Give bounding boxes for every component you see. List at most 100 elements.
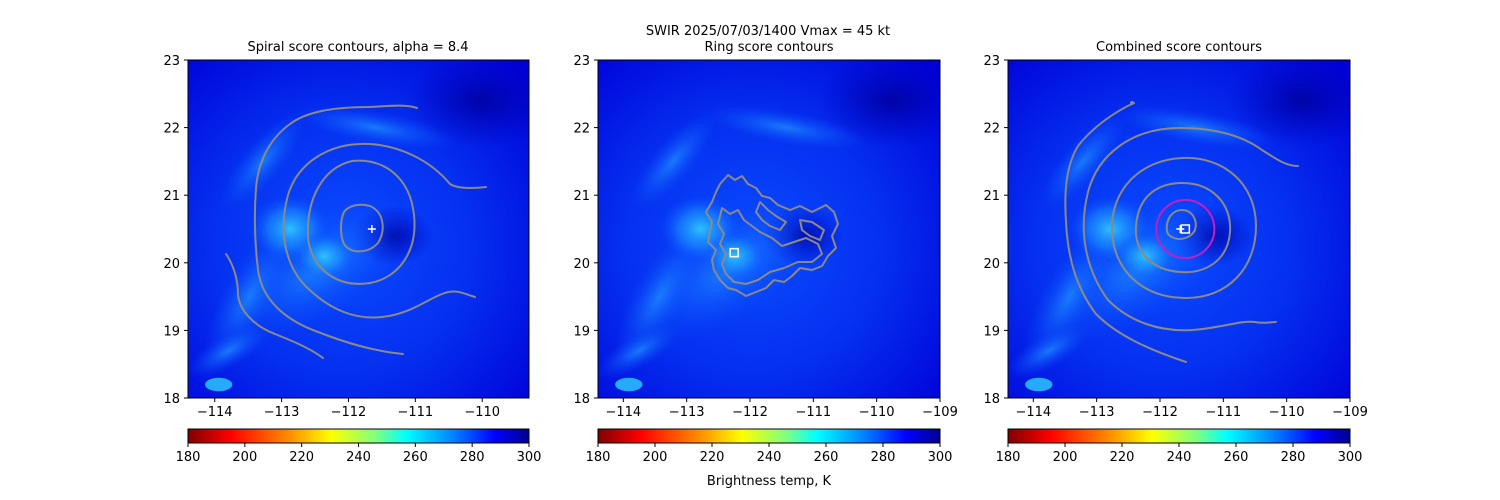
y-tick-label: 21 [163,189,180,204]
contour-line [282,142,487,319]
x-tick-label: −113 [264,405,300,420]
x-axis: −114 −113 −112 −111 −110 [197,398,500,420]
y-axis: 18 19 20 21 22 23 [163,54,188,407]
center-marker [1180,224,1191,234]
x-tick-label: −114 [605,405,641,420]
colorbar-tick-label: 220 [289,450,314,465]
colorbar-tick-label: 240 [757,450,782,465]
contour-line [755,201,787,231]
colorbar-tick-label: 200 [232,450,257,465]
y-tick-label: 18 [983,392,1000,407]
marker-group [1155,199,1216,259]
y-axis: 18 19 20 21 22 23 [573,54,598,407]
axes-frame [187,59,530,399]
panel-title-ring: Ring score contours [704,40,833,55]
colorbar-tick-label: 240 [1167,450,1192,465]
contour-line [306,159,416,285]
marker-group [729,247,739,258]
colorbar-tick-label: 220 [700,450,725,465]
colorbar-tick-label: 240 [346,450,371,465]
colorbar-tick-label: 300 [1338,450,1363,465]
colorbar-tick-label: 180 [586,450,611,465]
y-tick-label: 20 [573,257,590,272]
panel-combined: Combined score contours −114 −113 −112 −111… [983,40,1368,465]
combined-score-contours [1064,101,1299,363]
y-tick-label: 22 [573,122,590,137]
y-tick-label: 18 [573,392,590,407]
colorbar-ticks: 180 200 220 240 260 280 300 [586,443,953,465]
x-tick-label: −114 [1015,405,1051,420]
colorbar-tick-label: 280 [460,450,485,465]
contour-line [225,253,324,359]
colorbar-ticks: 180 200 220 240 260 280 300 [176,443,542,465]
x-tick-label: −113 [669,405,705,420]
contour-line [1064,102,1187,363]
y-tick-label: 20 [163,257,180,272]
ring-score-contours [705,174,839,297]
colorbar-gradient [187,428,530,444]
contour-line [799,219,825,241]
colorbar-tick-label: 200 [1053,450,1078,465]
colorbar-tick-label: 300 [517,450,542,465]
colorbar-tick-label: 200 [643,450,668,465]
contour-line [1110,156,1257,299]
y-axis: 18 19 20 21 22 23 [983,54,1008,407]
colorbar-tick-label: 180 [176,450,201,465]
colorbar-tick-label: 300 [928,450,953,465]
y-tick-label: 21 [573,189,590,204]
colorbar-tick-label: 260 [814,450,839,465]
panel-title-spiral: Spiral score contours, alpha = 8.4 [247,40,468,55]
panel-ring: Ring score contours −114 −113 −112 −111 −110… [573,40,958,489]
panel-title-combined: Combined score contours [1096,40,1262,55]
y-tick-label: 23 [573,54,590,69]
colorbar: 180 200 220 240 260 280 300 [586,428,953,465]
colorbar-tick-label: 280 [871,450,896,465]
axes-frame [597,59,941,399]
contour-line [1130,101,1134,105]
center-marker [729,247,739,258]
contour-line [253,104,418,355]
y-tick-label: 18 [163,392,180,407]
colorbar-tick-label: 280 [1281,450,1306,465]
marker-group [367,225,376,233]
x-tick-label: −111 [397,405,433,420]
colorbar: 180 200 220 240 260 280 300 [176,428,542,465]
x-tick-label: −111 [795,405,831,420]
colorbar-tick-label: 220 [1110,450,1135,465]
colorbar-gradient [1007,428,1351,444]
colorbar-tick-label: 260 [403,450,428,465]
colorbar-tick-label: 260 [1224,450,1249,465]
x-tick-label: −109 [922,405,958,420]
x-tick-label: −114 [197,405,233,420]
colorbar-label: Brightness temp, K [707,474,832,489]
y-tick-label: 22 [163,122,180,137]
y-tick-label: 21 [983,189,1000,204]
x-tick-label: −111 [1205,405,1241,420]
x-tick-label: −110 [859,405,895,420]
fix-radius-ring [1155,199,1216,259]
contour-line [1134,181,1232,274]
y-tick-label: 22 [983,122,1000,137]
y-tick-label: 19 [573,324,590,339]
x-tick-label: −112 [1142,405,1178,420]
x-axis: −114 −113 −112 −111 −110 −109 [1015,398,1368,420]
x-tick-label: −110 [464,405,500,420]
satellite-image [188,60,529,398]
colorbar: 180 200 220 240 260 280 300 [996,428,1363,465]
x-tick-label: −110 [1269,405,1305,420]
contour-line [340,203,384,253]
spiral-score-contours [225,104,487,359]
y-tick-label: 23 [983,54,1000,69]
x-tick-label: −113 [1079,405,1115,420]
y-tick-label: 20 [983,257,1000,272]
x-tick-label: −109 [1332,405,1368,420]
contour-line [705,174,839,297]
y-tick-label: 23 [163,54,180,69]
panel-spiral: Spiral score contours, alpha = 8.4 −114 −… [163,40,542,465]
contour-line [717,207,823,285]
contour-line [1165,209,1197,240]
x-axis: −114 −113 −112 −111 −110 −109 [605,398,958,420]
colorbar-gradient [597,428,941,444]
figure-suptitle: SWIR 2025/07/03/1400 Vmax = 45 kt [646,24,890,39]
